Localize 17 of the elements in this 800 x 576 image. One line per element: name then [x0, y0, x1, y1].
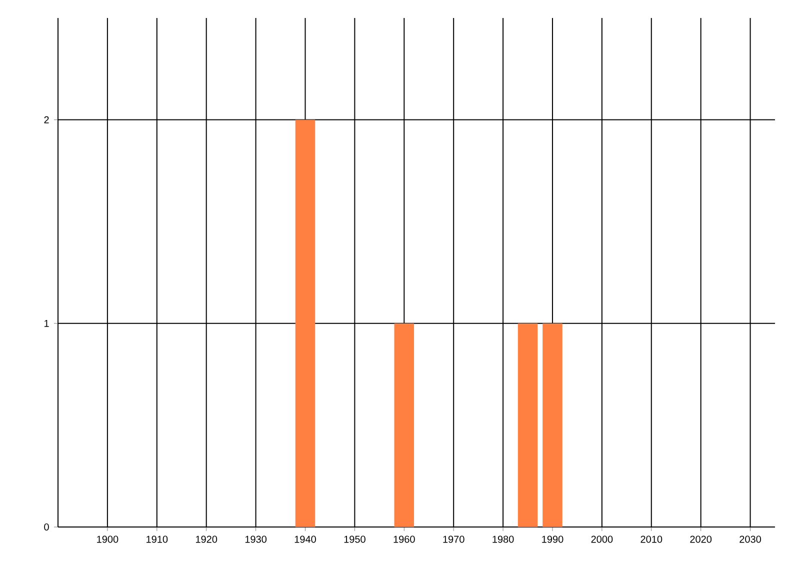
y-tick-label: 0: [44, 523, 49, 531]
x-tick-label: 1940: [294, 536, 316, 543]
x-tick-label: 2020: [690, 536, 712, 543]
x-tick-label: 1990: [542, 536, 564, 543]
x-tick-label: 2000: [591, 536, 613, 543]
x-tick-label: 1910: [146, 536, 168, 543]
y-tick-label: 1: [44, 320, 49, 327]
x-tick-label: 2010: [640, 536, 662, 543]
x-tick-label: 1920: [196, 536, 218, 543]
x-tick-label: 1970: [443, 536, 464, 543]
x-tick-label: 1980: [492, 536, 514, 543]
x-tick-label: 2030: [740, 536, 761, 543]
x-tick-label: 1960: [394, 536, 415, 543]
x-tick-label: 1900: [97, 536, 118, 543]
x-tick-label: 1950: [344, 536, 366, 543]
x-tick-label: 1930: [245, 536, 267, 543]
y-tick-label: 2: [44, 116, 49, 124]
